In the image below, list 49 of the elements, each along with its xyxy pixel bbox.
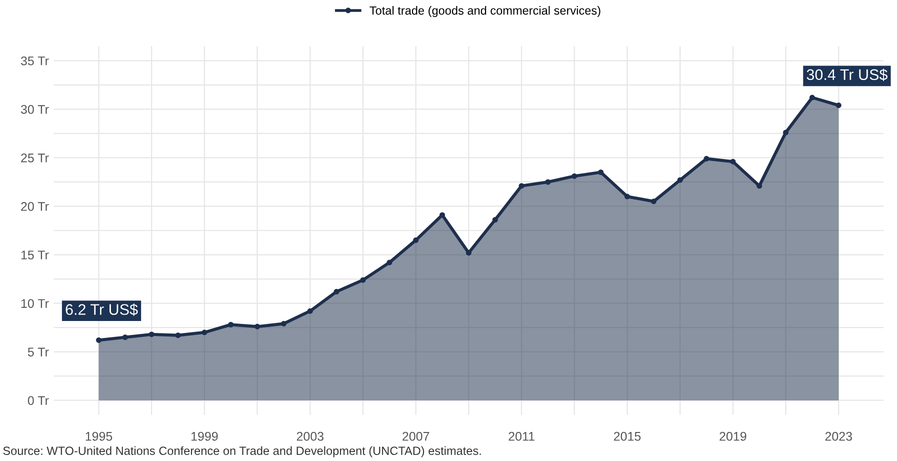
point	[175, 332, 181, 338]
source-note: Source: WTO-United Nations Conference on Trade and Development (UNCTAD) estimates.	[3, 446, 481, 458]
point	[466, 250, 472, 256]
point	[334, 288, 340, 294]
x-tick-label: 2023	[825, 432, 852, 441]
point	[624, 194, 630, 200]
x-tick-label: 2011	[508, 432, 534, 441]
point	[650, 198, 656, 204]
point	[254, 324, 260, 330]
legend-label: Total trade (goods and commercial services)	[370, 6, 600, 18]
point	[492, 217, 498, 223]
point	[572, 173, 578, 179]
x-tick-label: 2007	[402, 432, 430, 441]
point	[413, 237, 419, 243]
point	[122, 334, 128, 340]
point	[782, 130, 789, 136]
point	[730, 158, 736, 164]
point	[360, 277, 366, 283]
point	[307, 308, 313, 314]
point	[96, 337, 102, 343]
annotation: 6.2 Tr US$	[66, 303, 138, 316]
point	[756, 183, 762, 189]
y-tick-label: 35 Tr	[20, 56, 49, 66]
point	[836, 102, 842, 108]
point	[148, 332, 154, 338]
y-tick-label: 30 Tr	[20, 104, 49, 114]
y-tick-label: 5 Tr	[28, 348, 49, 356]
point	[677, 177, 683, 183]
point	[809, 94, 815, 100]
x-tick-label: 2003	[296, 432, 324, 441]
point	[545, 179, 551, 185]
point	[228, 322, 234, 328]
annotation: 30.4 Tr US$	[806, 68, 888, 81]
point	[280, 320, 286, 326]
y-tick-label: 20 Tr	[21, 202, 49, 211]
y-tick-label: 15 Tr	[21, 250, 49, 260]
point	[598, 169, 604, 176]
x-tick-label: 2015	[614, 432, 641, 441]
point	[386, 260, 392, 266]
point	[704, 156, 710, 162]
point	[518, 183, 524, 189]
point	[202, 330, 208, 336]
x-tick-label: 1995	[86, 432, 112, 441]
point	[439, 212, 446, 218]
y-tick-label: 0 Tr	[28, 396, 49, 405]
x-tick-label: 2019	[720, 432, 746, 441]
y-tick-label: 25 Tr	[21, 154, 49, 162]
y-tick-label: 10 Tr	[21, 299, 49, 308]
x-tick-label: 1999	[191, 432, 218, 441]
